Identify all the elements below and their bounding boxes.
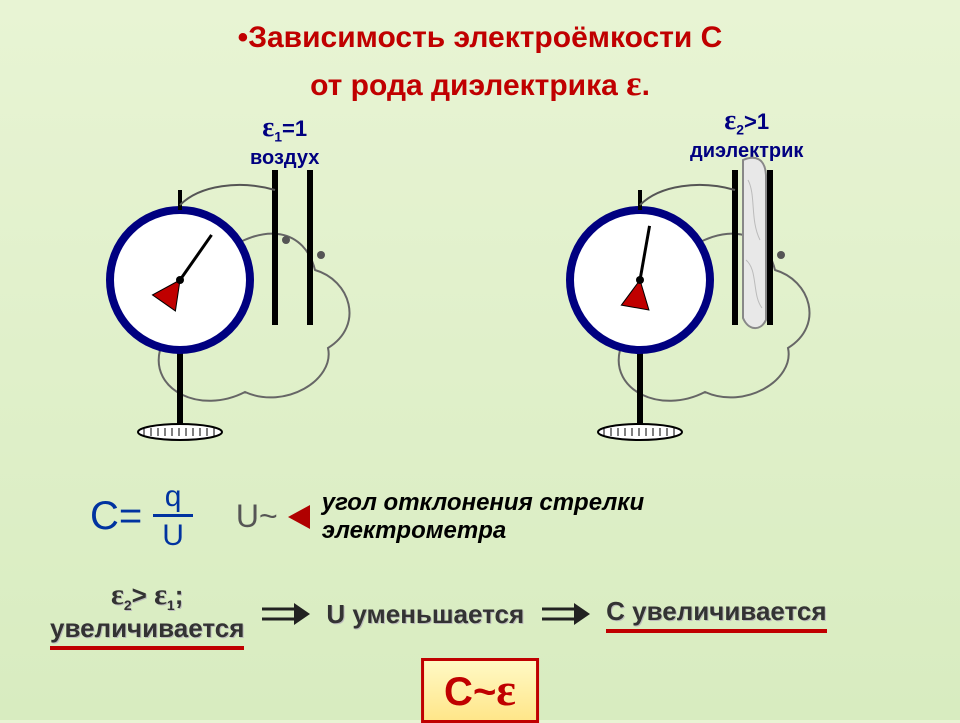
eps-increases-chunk: ε2> ε1; увеличивается xyxy=(50,578,244,650)
c-increases-chunk: С увеличивается xyxy=(606,596,826,633)
electrometer-left xyxy=(70,150,390,450)
angle-deflection-text: угол отклонения стрелкиэлектрометра xyxy=(322,489,644,544)
formula-u: U xyxy=(150,517,196,553)
u-decreases-chunk: U уменьшается xyxy=(326,599,524,630)
formula-row: С= q U U~ угол отклонения стрелкиэлектро… xyxy=(90,480,920,553)
title-line2b: . xyxy=(642,69,650,102)
relation-box: С~ε xyxy=(421,658,539,723)
page-title: •Зависимость электроёмкости С от рода ди… xyxy=(0,18,960,107)
implication-row: ε2> ε1; увеличивается U уменьшается С ув… xyxy=(50,578,940,650)
electrometer-right xyxy=(530,150,850,450)
formula-c-eq: С= xyxy=(90,494,142,539)
needle-arrow-icon xyxy=(288,505,310,529)
formula-fraction: q U xyxy=(150,480,196,553)
formula-q: q xyxy=(153,480,194,517)
implies-arrow-icon xyxy=(260,599,310,629)
implies-arrow-icon xyxy=(540,599,590,629)
title-eps: ε xyxy=(626,63,641,103)
u-proportional: U~ xyxy=(236,498,278,535)
title-line1: Зависимость электроёмкости С xyxy=(248,21,722,54)
title-line2a: от рода диэлектрика xyxy=(310,69,626,102)
